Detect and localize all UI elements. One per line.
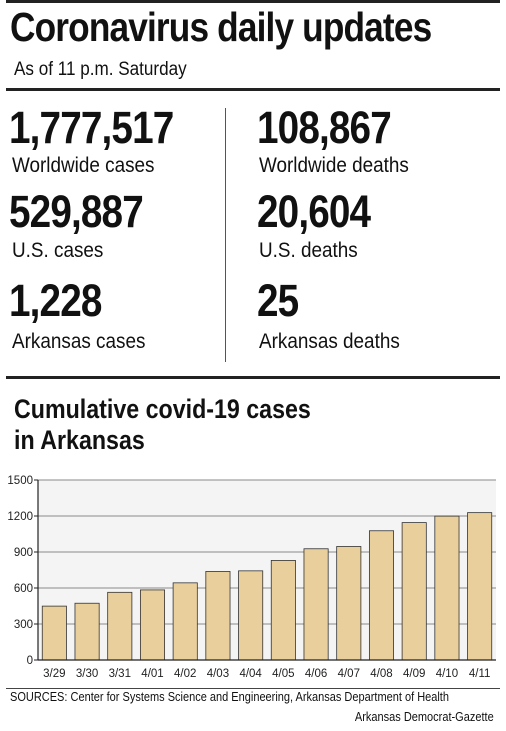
x-tick-label: 4/09 xyxy=(403,668,425,680)
bar xyxy=(41,605,67,661)
x-tick-label: 4/03 xyxy=(207,668,229,680)
x-tick-label: 4/07 xyxy=(338,668,360,680)
chart-title: Cumulative covid-19 cases in Arkansas xyxy=(14,394,311,455)
us-deaths-value: 20,604 xyxy=(257,186,371,237)
x-tick-label: 4/01 xyxy=(141,668,163,680)
chart-section-divider xyxy=(6,376,500,379)
publisher-credit: Arkansas Democrat-Gazette xyxy=(355,710,494,724)
bar xyxy=(270,560,296,661)
bar-chart: 0 300 600 900 1200 1500 3/29 3/30 3/31 4/01 4/02 4/… xyxy=(7,475,496,680)
page-subtitle: As of 11 p.m. Saturday xyxy=(14,59,187,80)
us-deaths-label: U.S. deaths xyxy=(259,239,358,262)
y-tick-label: 0 xyxy=(27,655,33,667)
x-tick-label: 4/06 xyxy=(305,668,327,680)
header-divider xyxy=(6,88,500,91)
y-tick-label: 600 xyxy=(14,583,33,595)
footer-rule xyxy=(6,688,500,689)
bar xyxy=(434,515,460,661)
x-tick-label: 4/04 xyxy=(239,668,262,680)
us-cases-value: 529,887 xyxy=(9,186,144,237)
bar xyxy=(238,570,264,661)
arkansas-deaths-value: 25 xyxy=(257,275,299,326)
x-tick-label: 3/31 xyxy=(109,668,131,680)
y-tick-label: 300 xyxy=(14,619,33,631)
bar xyxy=(401,522,427,661)
bar xyxy=(205,571,231,661)
bar xyxy=(336,546,362,661)
bar xyxy=(467,512,493,661)
arkansas-cases-label: Arkansas cases xyxy=(12,330,146,353)
x-tick-label: 4/02 xyxy=(174,668,196,680)
bar xyxy=(139,589,166,661)
worldwide-deaths-label: Worldwide deaths xyxy=(259,154,409,177)
x-tick-label: 4/05 xyxy=(272,668,294,680)
worldwide-deaths-value: 108,867 xyxy=(257,102,392,153)
x-tick-label: 4/10 xyxy=(436,668,458,680)
stats-column-divider xyxy=(225,108,226,362)
bar xyxy=(368,530,395,661)
y-tick-label: 1500 xyxy=(7,475,33,487)
plot-background xyxy=(38,480,496,660)
bar xyxy=(172,582,198,661)
bar xyxy=(107,591,133,661)
bar xyxy=(303,548,329,661)
y-tick-label: 1200 xyxy=(7,511,33,523)
worldwide-cases-label: Worldwide cases xyxy=(12,154,155,177)
arkansas-cases-value: 1,228 xyxy=(9,275,102,326)
x-tick-label: 4/08 xyxy=(370,668,392,680)
bar xyxy=(74,602,100,661)
x-tick-label: 4/11 xyxy=(469,668,491,680)
arkansas-deaths-label: Arkansas deaths xyxy=(259,330,400,353)
worldwide-cases-value: 1,777,517 xyxy=(9,102,174,153)
y-tick-label: 900 xyxy=(14,547,33,559)
x-tick-label: 3/29 xyxy=(43,668,65,680)
sources-note: SOURCES: Center for Systems Science and … xyxy=(10,690,449,704)
us-cases-label: U.S. cases xyxy=(12,239,104,262)
x-tick-label: 3/30 xyxy=(76,668,98,680)
page-title: Coronavirus daily updates xyxy=(10,4,432,50)
top-rule xyxy=(6,0,500,3)
